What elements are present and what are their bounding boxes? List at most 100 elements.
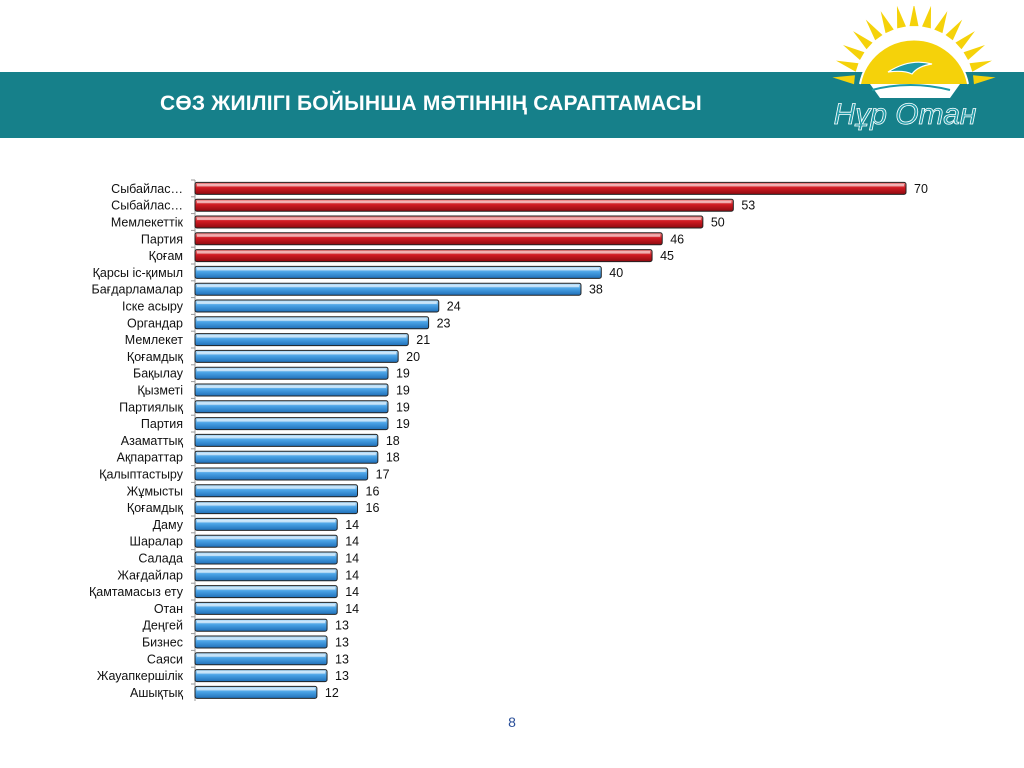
category-label: Бизнес <box>142 636 183 650</box>
value-label: 13 <box>335 669 349 683</box>
value-label: 70 <box>914 182 928 196</box>
category-label: Қалыптастыру <box>99 468 184 482</box>
bar-gloss <box>197 553 336 556</box>
value-label: 40 <box>609 266 623 280</box>
bar-gloss <box>197 217 701 220</box>
sun-ray <box>973 75 996 85</box>
value-label: 12 <box>325 686 339 700</box>
category-label: Партия <box>141 417 183 431</box>
sun-arc <box>859 38 969 85</box>
category-label: Партиялық <box>119 400 183 414</box>
value-label: 14 <box>345 585 359 599</box>
bar-gloss <box>197 536 336 540</box>
sun-ray <box>934 11 948 34</box>
category-label: Бағдарламалар <box>92 283 184 297</box>
category-label: Мемлекеттік <box>111 216 184 230</box>
sun-ray <box>963 45 986 60</box>
bar-gloss <box>197 351 397 355</box>
category-label: Сыбайлас… <box>111 199 183 213</box>
bar-gloss <box>197 637 326 640</box>
nur-otan-logo: Нұр Отан <box>832 6 996 131</box>
category-label: Партия <box>141 232 183 246</box>
category-label: Шаралар <box>129 535 183 549</box>
sun-ray <box>836 60 859 72</box>
value-label: 14 <box>345 602 359 616</box>
bar-gloss <box>197 251 651 254</box>
value-label: 24 <box>447 300 461 314</box>
category-label: Салада <box>138 552 183 566</box>
bar-gloss <box>197 620 326 624</box>
bar-gloss <box>197 200 732 204</box>
category-label: Іске асыру <box>122 300 184 314</box>
bar-gloss <box>197 469 366 472</box>
category-label: Қызметі <box>137 384 183 398</box>
category-label: Сыбайлас… <box>111 182 183 196</box>
bar-gloss <box>197 570 336 573</box>
sun-ray <box>865 19 883 41</box>
bar-gloss <box>197 284 579 288</box>
category-label: Қоғам <box>149 249 183 263</box>
value-label: 16 <box>366 484 380 498</box>
bar-gloss <box>197 402 386 405</box>
value-label: 18 <box>386 434 400 448</box>
sun-ray <box>945 19 963 41</box>
value-label: 23 <box>437 316 451 330</box>
value-label: 17 <box>376 468 390 482</box>
category-label: Қоғамдық <box>127 350 184 364</box>
category-label: Ашықтық <box>130 686 184 700</box>
category-label: Отан <box>154 602 183 616</box>
value-label: 21 <box>416 333 430 347</box>
category-label: Органдар <box>127 316 183 330</box>
bar-gloss <box>197 301 437 304</box>
bar-gloss <box>197 452 376 456</box>
bar-gloss <box>197 435 376 439</box>
value-label: 13 <box>335 619 349 633</box>
category-label: Жағдайлар <box>117 568 183 582</box>
value-label: 14 <box>345 518 359 532</box>
value-label: 19 <box>396 367 410 381</box>
category-label: Қамтамасыз ету <box>89 585 184 599</box>
bar-gloss <box>197 587 336 590</box>
sun-ray <box>896 6 906 29</box>
category-label: Бақылау <box>133 367 184 381</box>
sun-ray <box>842 45 865 60</box>
sun-ray <box>853 31 873 50</box>
page-title: СӨЗ ЖИІЛІГІ БОЙЫНША МӘТІННІҢ САРАПТАМАСЫ <box>160 92 702 115</box>
value-label: 14 <box>345 535 359 549</box>
bar-gloss <box>197 419 386 422</box>
bar-gloss <box>197 519 336 523</box>
sun-ray <box>832 75 855 85</box>
category-label: Қарсы іс-қимыл <box>93 266 183 280</box>
value-label: 46 <box>670 232 684 246</box>
value-label: 13 <box>335 652 349 666</box>
value-label: 19 <box>396 417 410 431</box>
sun-ray <box>955 31 975 50</box>
word-frequency-chart: Сыбайлас… Сыбайлас… Мемлекеттік Партия Қоғам… <box>89 179 928 701</box>
bar-gloss <box>197 183 904 187</box>
value-label: 18 <box>386 451 400 465</box>
bar-gloss <box>197 603 336 607</box>
category-label: Деңгей <box>142 619 183 633</box>
value-label: 45 <box>660 249 674 263</box>
value-label: 20 <box>406 350 420 364</box>
logo-text: Нұр Отан <box>834 98 977 131</box>
value-label: 16 <box>366 501 380 515</box>
page-number: 8 <box>508 714 516 730</box>
bar-gloss <box>197 385 386 388</box>
sun-ray <box>880 11 894 34</box>
bar-gloss <box>197 335 407 338</box>
bar-gloss <box>197 687 315 691</box>
value-label: 19 <box>396 384 410 398</box>
sun-ray <box>969 60 992 72</box>
category-label: Азаматтық <box>121 434 184 448</box>
bar-gloss <box>197 368 386 372</box>
bar-gloss <box>197 486 356 489</box>
sun-rays-icon <box>832 6 996 85</box>
category-label: Ақпараттар <box>117 451 183 465</box>
bar-gloss <box>197 671 326 674</box>
category-label: Жауапкершілік <box>97 669 184 683</box>
value-label: 50 <box>711 216 725 230</box>
bar-gloss <box>197 234 661 237</box>
bird-icon <box>887 61 933 75</box>
category-label: Қоғамдық <box>127 501 184 515</box>
